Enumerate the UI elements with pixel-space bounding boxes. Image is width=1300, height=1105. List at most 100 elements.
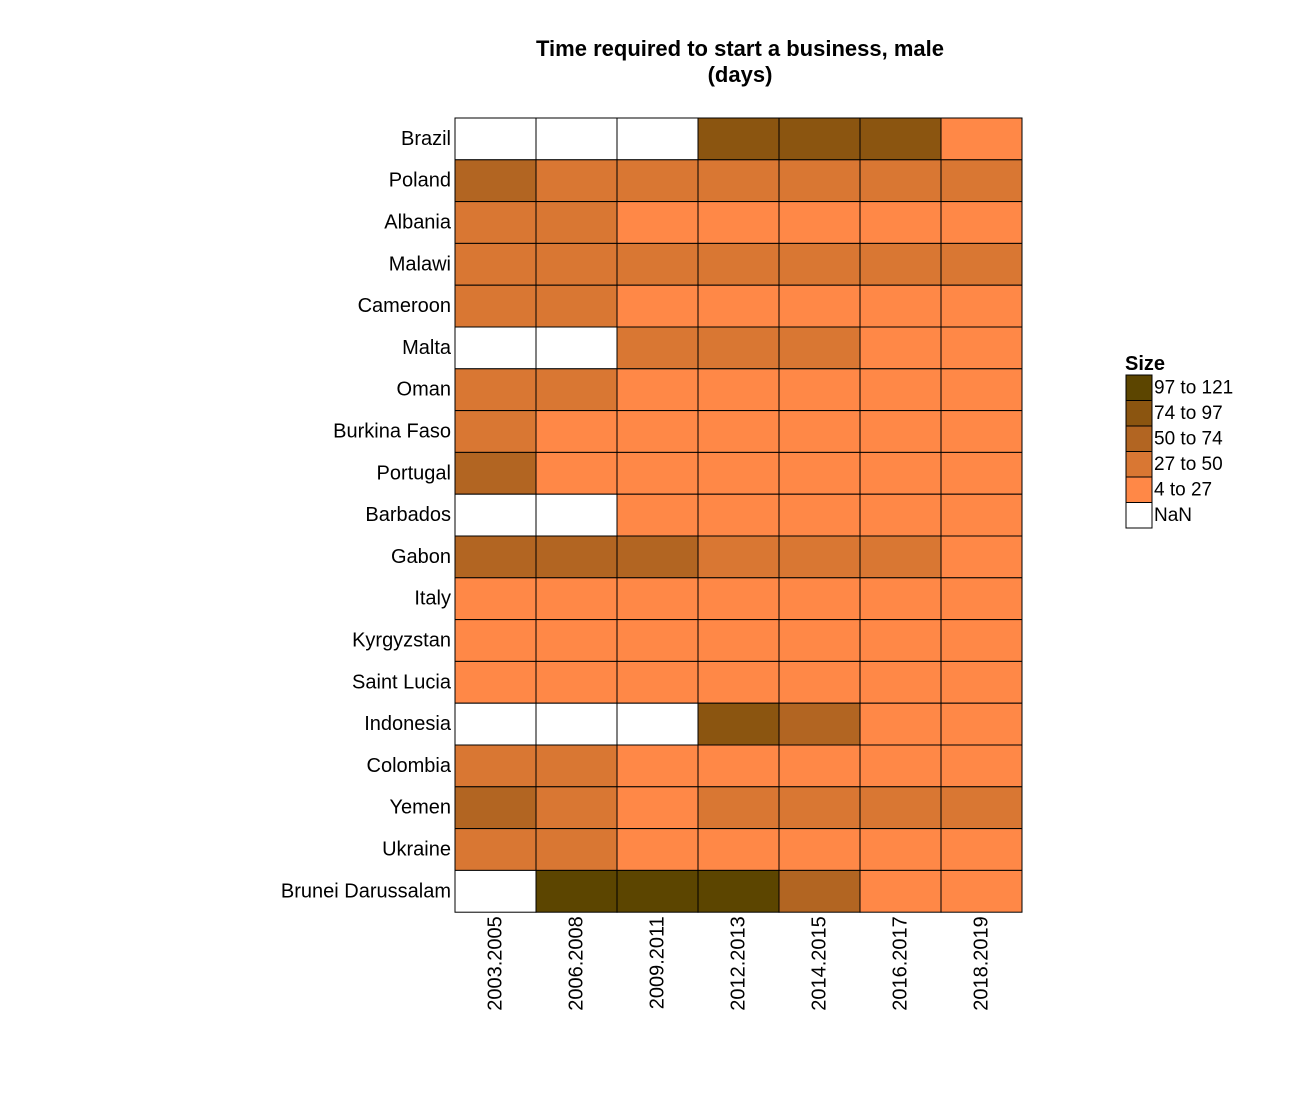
heatmap-cell — [859, 159, 942, 203]
heatmap-cell — [454, 451, 537, 495]
row-label: Yemen — [389, 797, 451, 819]
heatmap-cell — [859, 451, 942, 495]
heatmap-cell — [616, 159, 699, 203]
heatmap-cell — [940, 786, 1023, 830]
column-label: 2006.2008 — [566, 916, 588, 1011]
heatmap-cell — [940, 493, 1023, 537]
heatmap-cell — [697, 828, 780, 871]
heatmap-cell — [778, 828, 861, 871]
heatmap-cell — [454, 284, 537, 328]
heatmap-cells — [454, 117, 1023, 913]
heatmap-cell — [859, 535, 942, 579]
heatmap-cell — [697, 242, 780, 286]
heatmap-cell — [859, 660, 942, 704]
heatmap-cell — [535, 786, 618, 830]
heatmap-cell — [859, 786, 942, 830]
heatmap-cell — [697, 326, 780, 370]
heatmap-cell — [454, 577, 537, 621]
heatmap-cell — [616, 744, 699, 788]
column-label: 2018.2019 — [971, 916, 993, 1011]
row-label: Poland — [389, 170, 451, 192]
heatmap-cell — [940, 410, 1023, 453]
heatmap-cell — [697, 786, 780, 830]
heatmap-cell — [616, 869, 699, 913]
heatmap-cell — [940, 535, 1023, 579]
heatmap-cell — [859, 744, 942, 788]
heatmap-cell — [940, 828, 1023, 871]
heatmap-cell — [859, 577, 942, 621]
heatmap-cell — [616, 619, 699, 662]
heatmap-cell — [616, 326, 699, 370]
heatmap-cell — [697, 660, 780, 704]
heatmap-cell — [697, 744, 780, 788]
row-label: Cameroon — [358, 295, 451, 317]
heatmap-cell — [535, 869, 618, 913]
heatmap-cell — [940, 577, 1023, 621]
heatmap-cell — [454, 410, 537, 453]
heatmap-cell — [535, 619, 618, 662]
heatmap-cell — [697, 451, 780, 495]
heatmap-cell — [697, 410, 780, 453]
row-label: Burkina Faso — [333, 421, 451, 443]
heatmap-cell — [454, 660, 537, 704]
heatmap-cell — [859, 869, 942, 913]
heatmap-cell — [778, 869, 861, 913]
heatmap-cell — [535, 451, 618, 495]
legend-title: Size — [1125, 353, 1165, 375]
heatmap-cell — [616, 284, 699, 328]
legend-label: 27 to 50 — [1154, 454, 1223, 475]
heatmap-cell — [859, 368, 942, 412]
row-label: Malawi — [389, 253, 451, 275]
heatmap-cell — [616, 786, 699, 830]
heatmap-cell — [859, 284, 942, 328]
column-labels: 2003.2005 2006.2008 2009.2011 2012.2013 2014… — [485, 916, 993, 1011]
heatmap-cell — [859, 242, 942, 286]
legend-swatch — [1125, 374, 1153, 401]
heatmap-cell — [940, 619, 1023, 662]
row-label: Italy — [414, 588, 451, 610]
heatmap-cell — [454, 619, 537, 662]
heatmap-cell — [940, 201, 1023, 244]
heatmap-cell — [616, 368, 699, 412]
heatmap-cell — [859, 117, 942, 161]
heatmap-cell — [535, 535, 618, 579]
row-label: Brazil — [401, 128, 451, 150]
heatmap-cell — [778, 535, 861, 579]
legend-swatch — [1125, 400, 1153, 427]
heatmap-cell — [697, 619, 780, 662]
heatmap-cell — [778, 744, 861, 788]
heatmap-cell — [859, 828, 942, 871]
heatmap-cell — [535, 702, 618, 746]
heatmap-cell — [454, 368, 537, 412]
heatmap-cell — [778, 577, 861, 621]
heatmap-cell — [454, 786, 537, 830]
heatmap-cell — [535, 117, 618, 161]
heatmap-cell — [454, 869, 537, 913]
heatmap-cell — [697, 535, 780, 579]
heatmap-cell — [535, 410, 618, 453]
heatmap-cell — [778, 368, 861, 412]
row-label: Colombia — [367, 755, 452, 777]
heatmap-cell — [940, 869, 1023, 913]
heatmap-cell — [535, 201, 618, 244]
heatmap-cell — [697, 201, 780, 244]
heatmap-cell — [778, 786, 861, 830]
row-label: Portugal — [377, 462, 452, 484]
heatmap-cell — [859, 326, 942, 370]
row-label: Gabon — [391, 546, 451, 568]
heatmap-cell — [778, 619, 861, 662]
legend-label: 50 to 74 — [1154, 428, 1223, 449]
heatmap-cell — [535, 828, 618, 871]
heatmap-cell — [697, 284, 780, 328]
heatmap-cell — [697, 577, 780, 621]
heatmap-cell — [535, 660, 618, 704]
heatmap-cell — [940, 284, 1023, 328]
heatmap-cell — [616, 451, 699, 495]
heatmap-cell — [454, 159, 537, 203]
heatmap-cell — [535, 242, 618, 286]
heatmap-cell — [535, 368, 618, 412]
heatmap-cell — [940, 159, 1023, 203]
heatmap-cell — [535, 326, 618, 370]
legend: Size 97 to 121 74 to 97 50 to 74 27 to 50 4 … — [1125, 353, 1233, 529]
